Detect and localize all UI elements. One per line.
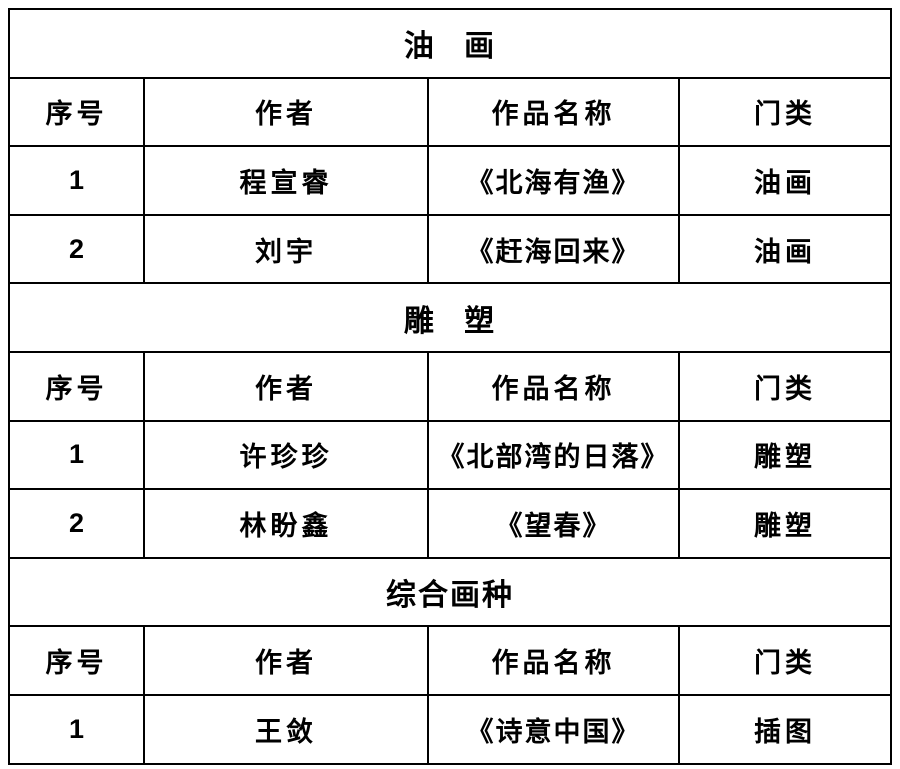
table-row: 1 王敛 《诗意中国》 插图 xyxy=(8,693,893,765)
column-header-row: 序号 作者 作品名称 门类 xyxy=(8,76,893,148)
table-row: 1 程宣睿 《北海有渔》 油画 xyxy=(8,145,893,216)
column-header-category: 门类 xyxy=(677,350,893,422)
cell-no: 1 xyxy=(8,145,145,216)
section-title-mixed-media: 综合画种 xyxy=(7,556,893,628)
column-header-row: 序号 作者 作品名称 门类 xyxy=(8,350,893,422)
cell-author: 林盼鑫 xyxy=(143,488,429,559)
cell-work: 《北部湾的日落》 xyxy=(427,419,680,491)
column-header-row: 序号 作者 作品名称 门类 xyxy=(8,625,893,696)
cell-author: 刘宇 xyxy=(143,213,429,285)
cell-work: 《望春》 xyxy=(427,488,680,559)
column-header-category: 门类 xyxy=(677,76,893,148)
cell-author: 王敛 xyxy=(143,693,429,765)
table-row: 2 刘宇 《赶海回来》 油画 xyxy=(8,213,893,285)
artwork-table: 油 画 序号 作者 作品名称 门类 1 程宣睿 《北海有渔》 油画 2 刘宇 《… xyxy=(7,8,893,765)
section-title-sculpture: 雕 塑 xyxy=(7,282,893,353)
cell-no: 2 xyxy=(8,213,145,285)
column-header-no: 序号 xyxy=(8,350,145,422)
column-header-work: 作品名称 xyxy=(427,350,680,422)
column-header-work: 作品名称 xyxy=(427,625,680,696)
cell-category: 雕塑 xyxy=(677,488,893,559)
section-header-row-oil-painting: 油 画 xyxy=(7,8,893,79)
cell-no: 2 xyxy=(8,488,145,559)
cell-work: 《赶海回来》 xyxy=(427,213,680,285)
cell-work: 《诗意中国》 xyxy=(427,693,680,765)
cell-author: 许珍珍 xyxy=(143,419,429,491)
table-row: 1 许珍珍 《北部湾的日落》 雕塑 xyxy=(8,419,893,491)
column-header-author: 作者 xyxy=(143,76,429,148)
cell-work: 《北海有渔》 xyxy=(427,145,680,216)
column-header-category: 门类 xyxy=(677,625,893,696)
column-header-author: 作者 xyxy=(143,350,429,422)
section-header-row-sculpture: 雕 塑 xyxy=(7,282,893,353)
column-header-no: 序号 xyxy=(8,625,145,696)
cell-category: 插图 xyxy=(677,693,893,765)
column-header-author: 作者 xyxy=(143,625,429,696)
table-row: 2 林盼鑫 《望春》 雕塑 xyxy=(8,488,893,559)
cell-category: 油画 xyxy=(677,213,893,285)
column-header-work: 作品名称 xyxy=(427,76,680,148)
cell-author: 程宣睿 xyxy=(143,145,429,216)
cell-category: 雕塑 xyxy=(677,419,893,491)
cell-no: 1 xyxy=(8,419,145,491)
cell-no: 1 xyxy=(8,693,145,765)
column-header-no: 序号 xyxy=(8,76,145,148)
cell-category: 油画 xyxy=(677,145,893,216)
section-title-oil-painting: 油 画 xyxy=(7,8,893,79)
section-header-row-mixed-media: 综合画种 xyxy=(7,556,893,628)
